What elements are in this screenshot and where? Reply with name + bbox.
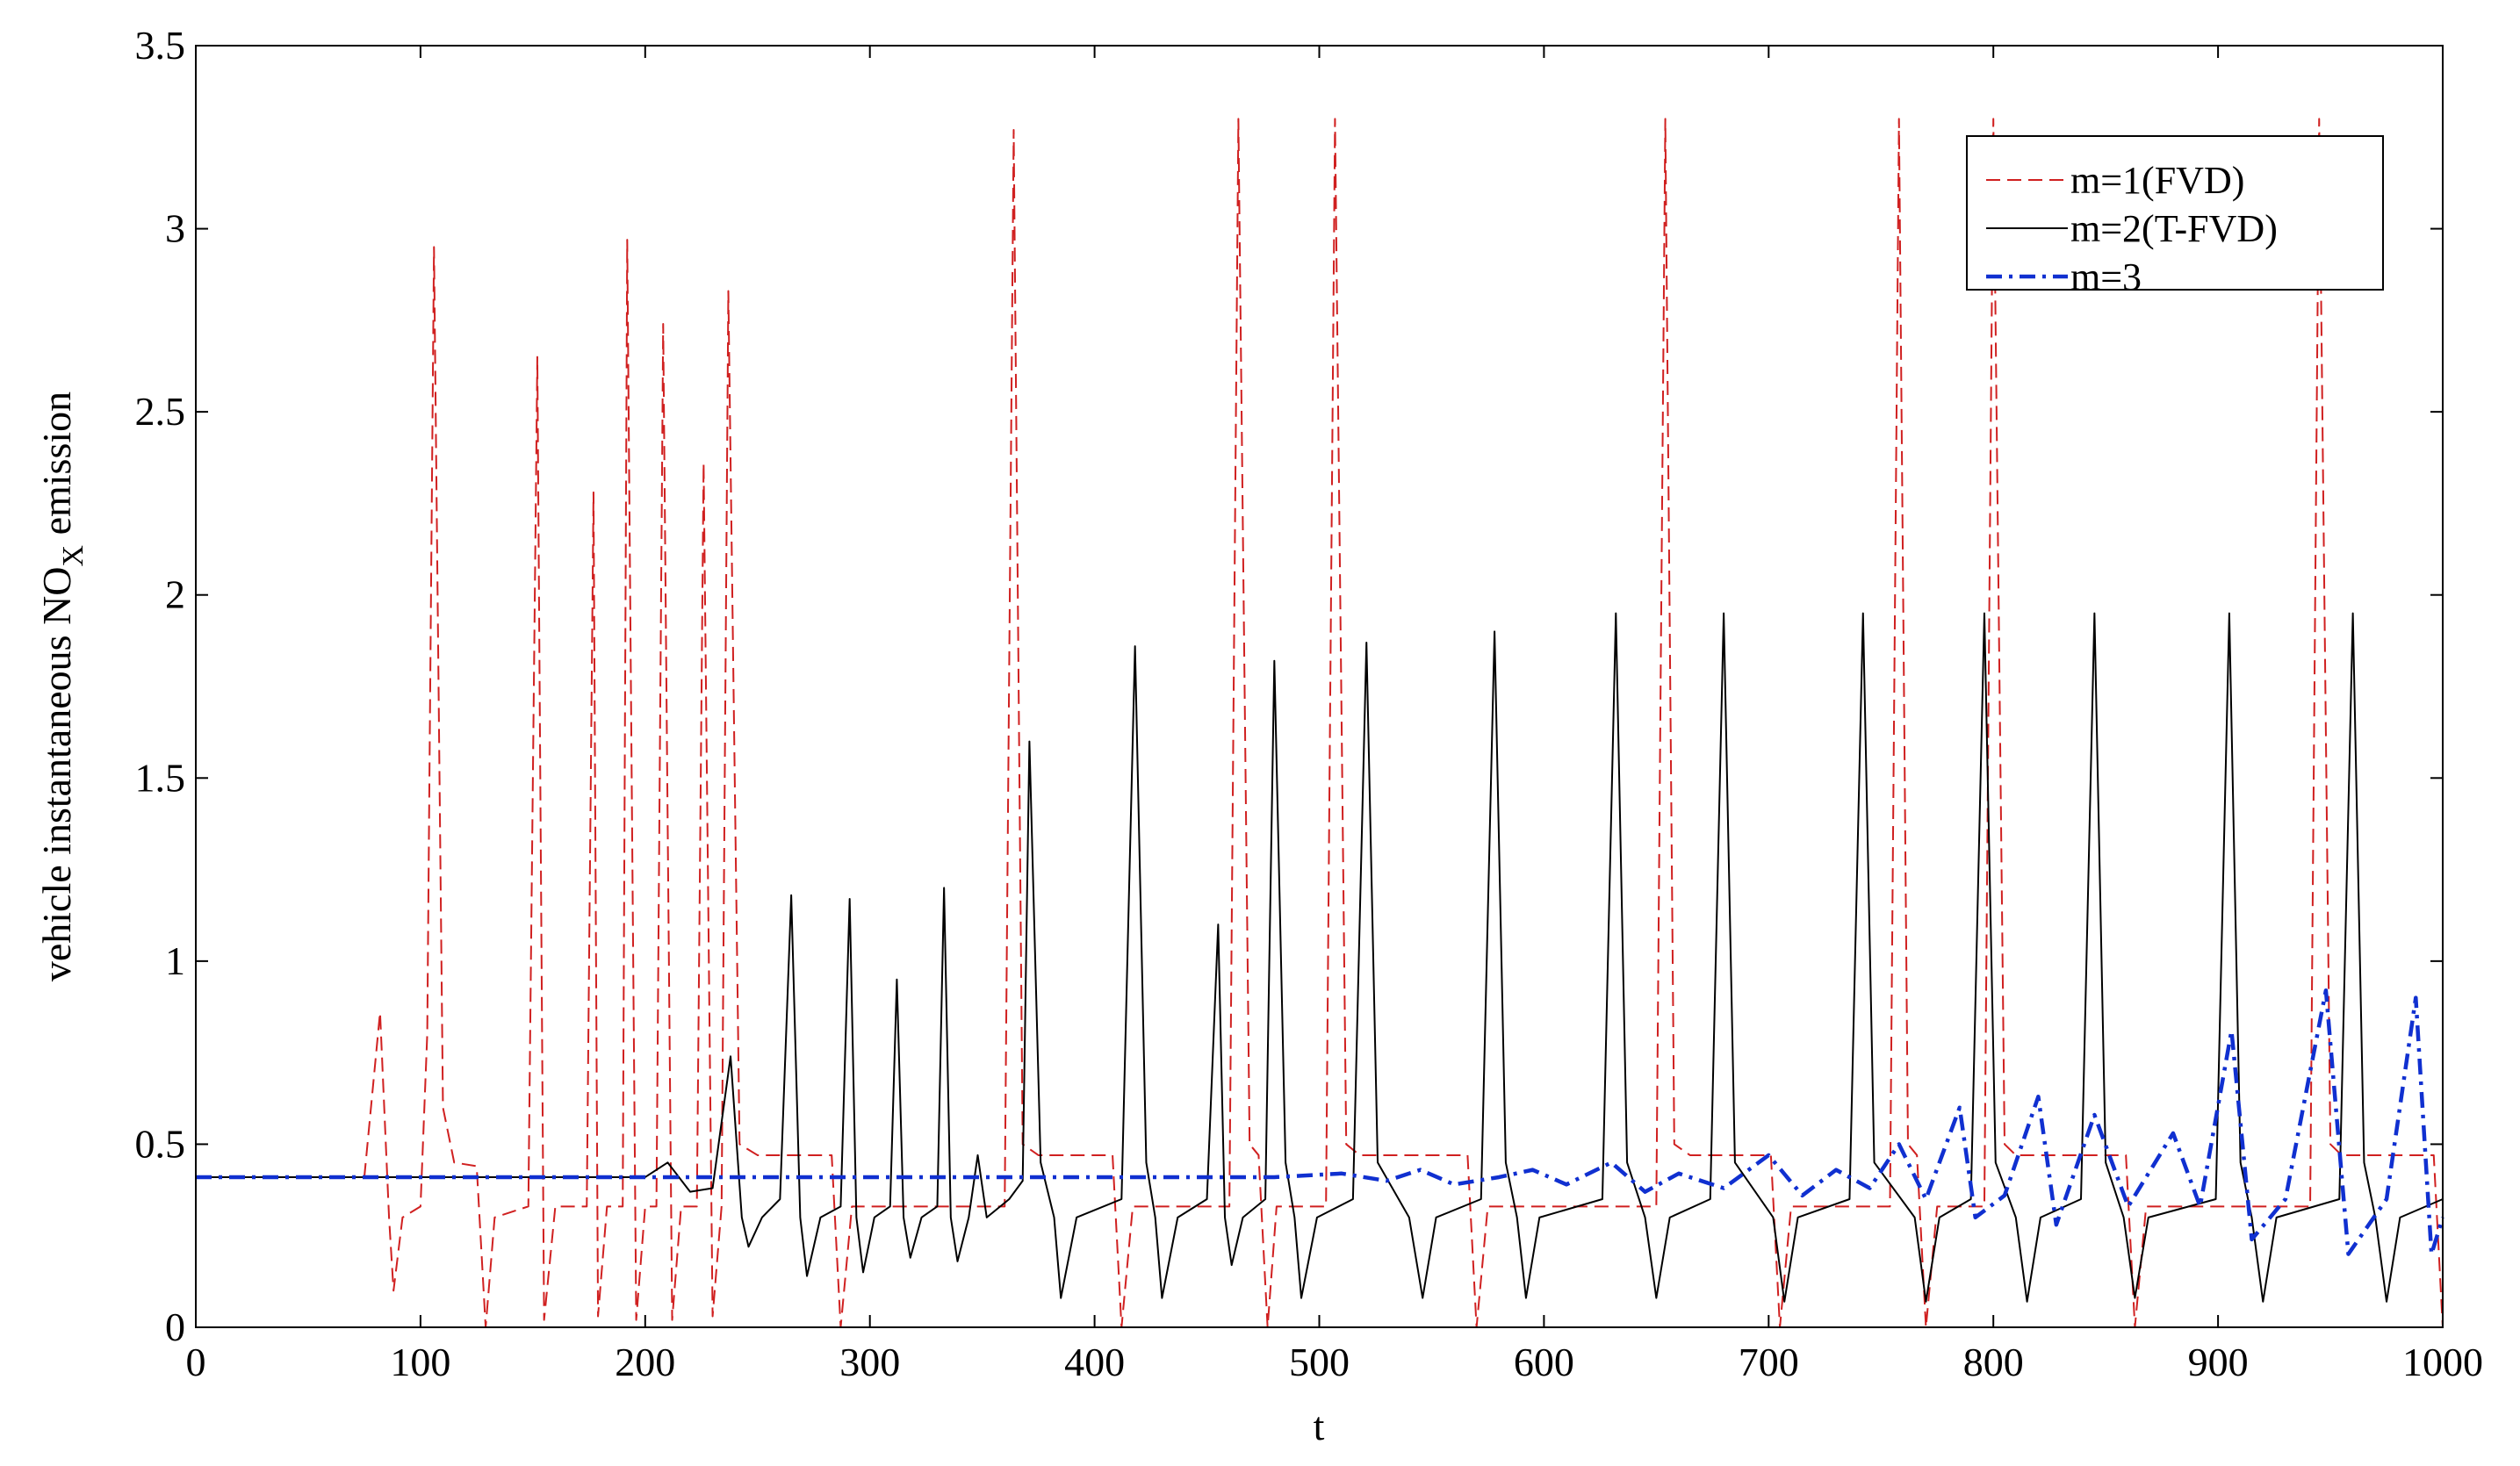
axis-ticks: 0 100 200 300 400 500 600 700 800 900 1000 0 0.5 1 1.5… xyxy=(135,23,2484,1384)
y-tick-label: 1 xyxy=(165,938,185,983)
legend-item: m=3 xyxy=(1986,255,2142,298)
series-1 xyxy=(196,118,2444,1328)
series-2 xyxy=(196,612,2444,1303)
series-line-2 xyxy=(196,612,2444,1303)
x-tick-label: 800 xyxy=(1963,1340,2024,1384)
legend-box xyxy=(1966,135,2384,291)
legend-item: m=2(T-FVD) xyxy=(1986,207,2278,250)
y-axis-label-main: vehicle instantaneous NO xyxy=(34,566,79,981)
y-tick-label: 1.5 xyxy=(135,755,186,800)
y-axis-label: vehicle instantaneous NOX emission xyxy=(34,392,90,981)
legend-label: m=3 xyxy=(2070,255,2142,298)
y-tick-label: 0.5 xyxy=(135,1121,186,1166)
y-tick-label: 2 xyxy=(165,572,185,617)
x-tick-label: 200 xyxy=(615,1340,675,1384)
series-line-3 xyxy=(196,988,2445,1256)
x-axis-label: t xyxy=(1314,1404,1325,1448)
legend: m=1(FVD) m=2(T-FVD) m=3 xyxy=(1966,135,2384,298)
y-tick-label: 3.5 xyxy=(135,23,186,68)
x-tick-label: 900 xyxy=(2188,1340,2249,1384)
y-tick-label: 3 xyxy=(165,206,185,251)
y-axis-label-sub: X xyxy=(57,545,90,567)
y-tick-label: 0 xyxy=(165,1304,185,1349)
x-tick-label: 1000 xyxy=(2402,1340,2483,1384)
series-3 xyxy=(196,988,2445,1256)
x-tick-label: 300 xyxy=(839,1340,900,1384)
x-tick-label: 600 xyxy=(1514,1340,1574,1384)
series-layer xyxy=(196,118,2445,1328)
legend-label: m=1(FVD) xyxy=(2070,159,2244,202)
x-tick-label: 500 xyxy=(1289,1340,1350,1384)
x-tick-label: 100 xyxy=(390,1340,450,1384)
x-tick-label: 0 xyxy=(186,1340,206,1384)
y-tick-label: 2.5 xyxy=(135,389,186,434)
x-tick-label: 400 xyxy=(1064,1340,1125,1384)
x-tick-label: 700 xyxy=(1739,1340,1799,1384)
y-axis-label-tail: emission xyxy=(34,392,79,545)
legend-label: m=2(T-FVD) xyxy=(2070,207,2278,250)
series-line-1 xyxy=(196,118,2444,1328)
legend-item: m=1(FVD) xyxy=(1986,159,2244,202)
